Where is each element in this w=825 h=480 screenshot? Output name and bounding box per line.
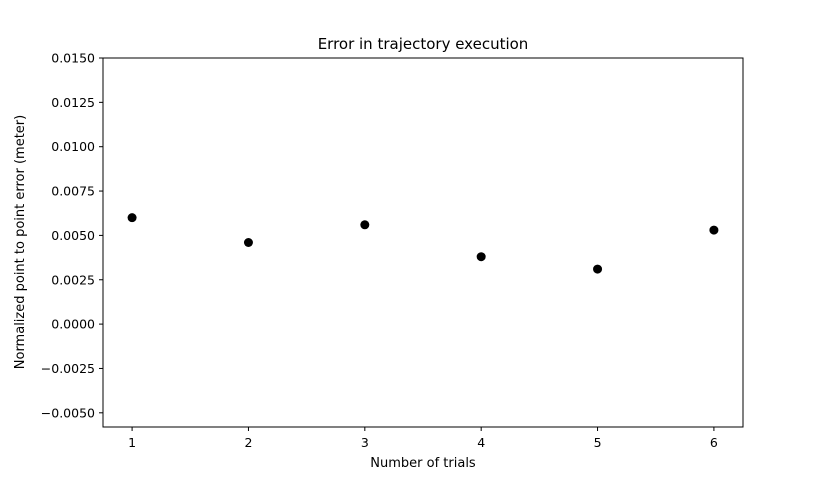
x-axis: 1 2 3 4 5 6: [128, 427, 718, 450]
plot-area-frame: [102, 57, 744, 428]
x-axis-label: Number of trials: [370, 456, 476, 471]
y-tick-label: −0.0025: [41, 361, 95, 376]
y-tick-label: 0.0100: [51, 139, 95, 154]
y-tick-label: 0.0025: [51, 272, 95, 287]
data-point: [709, 225, 719, 235]
y-axis-label: Normalized point to point error (meter): [13, 115, 28, 369]
y-tick-label: 0.0125: [51, 95, 95, 110]
y-tick-label: 0.0050: [51, 228, 95, 243]
x-tick-label: 2: [244, 435, 252, 450]
data-point: [360, 220, 370, 230]
x-tick-label: 3: [361, 435, 369, 450]
x-tick-label: 1: [128, 435, 136, 450]
x-tick-label: 6: [710, 435, 718, 450]
data-point: [476, 252, 486, 262]
y-tick-label: 0.0075: [51, 184, 95, 199]
x-tick-label: 4: [477, 435, 485, 450]
y-tick-label: 0.0000: [51, 317, 95, 332]
chart-title: Error in trajectory execution: [318, 35, 529, 53]
data-point: [243, 238, 253, 247]
x-tick-label: 5: [594, 435, 602, 450]
data-points: [127, 213, 719, 274]
y-tick-label: −0.0050: [41, 405, 95, 420]
data-point: [127, 213, 137, 223]
y-axis: −0.0050 −0.0025 0.0000 0.0025 0.0050 0.0075 0.…: [41, 51, 103, 420]
y-tick-label: 0.0150: [51, 51, 95, 66]
data-point: [593, 264, 603, 274]
